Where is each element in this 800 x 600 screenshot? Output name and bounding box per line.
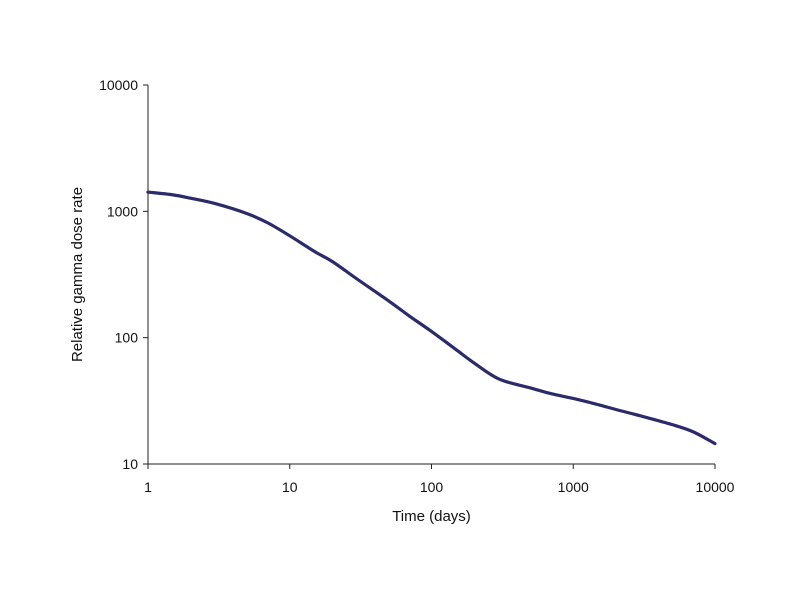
x-axis-title: Time (days) <box>392 508 471 525</box>
y-tick-label: 1000 <box>107 203 138 219</box>
x-tick-label: 1000 <box>558 479 589 495</box>
dose-rate-line <box>146 190 717 446</box>
x-tick-label: 100 <box>420 479 444 495</box>
y-tick-label: 10 <box>122 456 138 472</box>
x-tick-label: 10000 <box>696 479 735 495</box>
y-tick-label: 100 <box>115 330 139 346</box>
axes <box>147 85 715 465</box>
x-tick-label: 1 <box>144 479 152 495</box>
y-ticks: 10 100 1000 10000 <box>99 77 148 472</box>
x-tick-label: 10 <box>282 479 298 495</box>
x-ticks: 1 10 100 1000 10000 <box>144 464 735 495</box>
y-axis-title: Relative gamma dose rate <box>69 187 86 362</box>
y-tick-label: 10000 <box>99 77 138 93</box>
series-group <box>146 190 717 446</box>
